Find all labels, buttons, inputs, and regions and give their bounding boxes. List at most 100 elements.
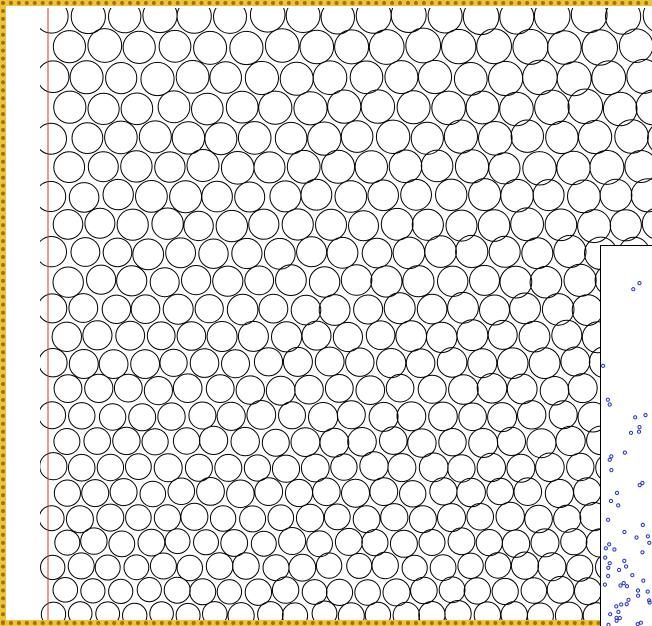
particle	[630, 178, 652, 213]
particle	[122, 30, 156, 65]
particle	[53, 90, 87, 124]
small-particle	[645, 589, 650, 594]
particle	[509, 292, 541, 325]
particle	[488, 60, 524, 97]
particle	[40, 601, 67, 620]
particle	[420, 149, 454, 183]
particle	[325, 578, 354, 607]
particle	[361, 237, 393, 269]
small-particle	[633, 415, 638, 420]
particle	[556, 61, 592, 97]
particle	[522, 151, 557, 186]
particle	[258, 293, 289, 324]
particle	[52, 30, 87, 64]
particle	[80, 578, 106, 604]
particle	[578, 119, 613, 155]
particle	[300, 178, 333, 211]
small-particle	[640, 522, 645, 528]
particle	[458, 402, 487, 432]
particle	[647, 126, 652, 151]
small-particle	[647, 540, 652, 545]
particle	[122, 602, 148, 620]
particle	[478, 121, 513, 156]
small-particle	[609, 454, 614, 459]
particle	[355, 375, 386, 406]
particle	[488, 235, 521, 268]
particle	[395, 320, 428, 352]
particle	[315, 552, 343, 579]
particle	[376, 348, 407, 379]
particle	[441, 28, 477, 65]
particle	[128, 403, 157, 432]
particle	[491, 577, 519, 606]
particle	[108, 578, 134, 605]
particle	[130, 349, 161, 380]
particle	[473, 601, 502, 620]
particle	[213, 8, 247, 34]
particle	[521, 237, 554, 270]
particle	[205, 374, 235, 404]
particle	[254, 477, 284, 507]
particle	[146, 321, 176, 351]
particle	[560, 346, 591, 377]
particle	[365, 320, 396, 351]
particle	[301, 579, 328, 605]
particle	[609, 209, 642, 242]
particle	[641, 208, 652, 239]
particle	[189, 348, 220, 378]
particle	[191, 92, 224, 126]
particle	[571, 294, 604, 327]
particle	[220, 151, 255, 185]
particle	[138, 120, 172, 154]
particle	[544, 478, 575, 509]
particle	[385, 373, 415, 403]
particle	[456, 477, 486, 508]
particle	[94, 554, 121, 581]
small-particle	[637, 281, 642, 286]
particle	[635, 89, 652, 126]
particle	[468, 178, 502, 212]
particle	[402, 265, 435, 298]
particle	[136, 577, 162, 603]
particle	[314, 346, 345, 377]
particle	[526, 602, 554, 620]
particle	[96, 503, 125, 532]
particle	[172, 373, 203, 404]
small-particle	[614, 604, 619, 609]
particle	[320, 8, 355, 35]
small-particle	[631, 287, 636, 292]
particle	[68, 182, 100, 213]
particle	[484, 552, 512, 579]
particle	[501, 529, 531, 558]
particle	[68, 349, 99, 379]
particle	[384, 60, 419, 95]
particle	[214, 453, 243, 482]
particle	[86, 264, 117, 295]
particle	[545, 120, 579, 155]
particle	[113, 373, 143, 403]
particle	[244, 265, 275, 296]
particle	[216, 401, 246, 431]
particle	[428, 401, 458, 432]
particle	[465, 90, 500, 125]
particle	[52, 577, 79, 603]
particle	[361, 529, 389, 557]
particle	[618, 28, 652, 63]
particle	[84, 207, 116, 239]
particle	[324, 374, 354, 403]
particle	[348, 210, 379, 242]
particle	[417, 59, 453, 95]
particle	[171, 121, 206, 155]
particle	[235, 375, 266, 405]
particle	[142, 8, 178, 34]
particle	[271, 454, 301, 483]
particle	[541, 293, 575, 326]
particle	[345, 347, 375, 377]
particle	[53, 151, 86, 184]
particle	[566, 452, 595, 482]
particle	[151, 207, 184, 240]
particle	[551, 319, 583, 351]
particle	[220, 529, 249, 557]
particle	[379, 426, 408, 455]
particle	[499, 265, 533, 299]
